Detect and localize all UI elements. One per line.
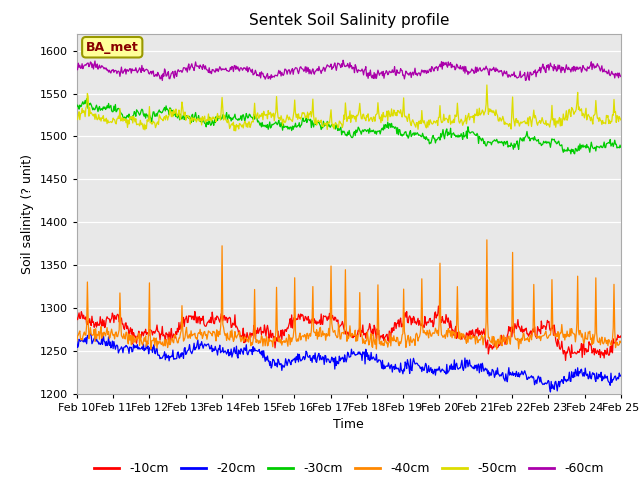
Legend: -10cm, -20cm, -30cm, -40cm, -50cm, -60cm: -10cm, -20cm, -30cm, -40cm, -50cm, -60cm (89, 457, 609, 480)
Title: Sentek Soil Salinity profile: Sentek Soil Salinity profile (248, 13, 449, 28)
Y-axis label: Soil salinity (? unit): Soil salinity (? unit) (21, 154, 34, 274)
X-axis label: Time: Time (333, 418, 364, 431)
Text: BA_met: BA_met (86, 41, 139, 54)
